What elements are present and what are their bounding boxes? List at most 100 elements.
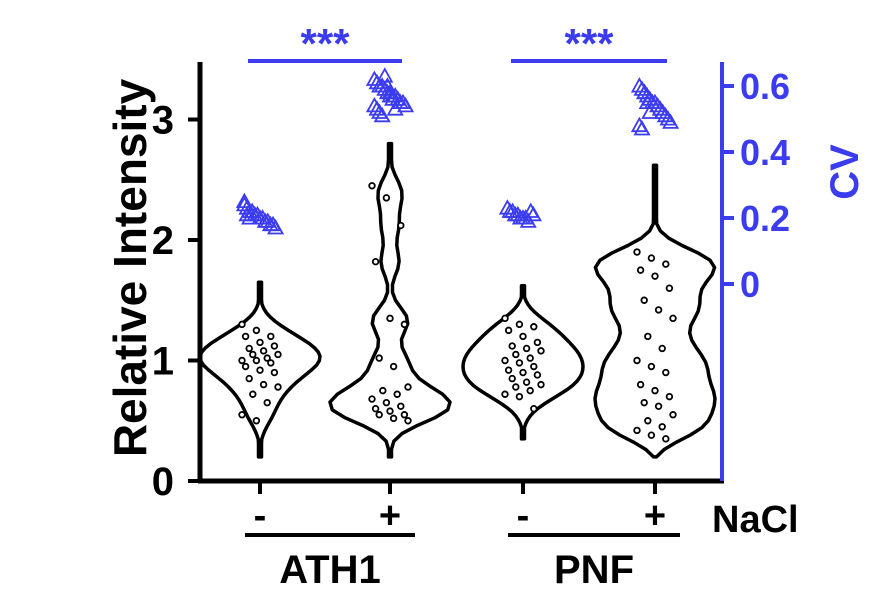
data-point (665, 284, 674, 292)
data-point (658, 423, 666, 431)
data-point (501, 356, 509, 365)
data-point (526, 386, 534, 395)
cv-point (662, 113, 680, 129)
data-point (252, 417, 261, 425)
cv-point (384, 90, 402, 106)
violins-layer (198, 141, 717, 459)
cv-point (376, 67, 394, 83)
data-point (371, 405, 380, 413)
data-point (537, 347, 545, 355)
data-point (241, 362, 250, 371)
data-point (530, 362, 538, 371)
cv-point (636, 83, 654, 100)
axes-layer (197, 62, 724, 484)
y2-tick-label: 0.2 (740, 198, 790, 239)
data-point (252, 326, 261, 335)
group-label: ATH1 (279, 548, 380, 591)
cv-point (386, 100, 404, 116)
cv-point (241, 209, 259, 225)
x-ticks-layer: - + - + (254, 481, 666, 537)
data-point (389, 414, 398, 423)
treatment-label: NaCl (712, 499, 799, 541)
cv-point (235, 192, 253, 208)
data-point (389, 362, 398, 371)
cv-point (524, 205, 542, 222)
data-point (270, 368, 279, 377)
data-point (508, 374, 516, 383)
data-point (256, 338, 264, 347)
data-point (252, 356, 261, 365)
data-point (397, 221, 405, 230)
y-tick-label: 2 (152, 219, 174, 263)
data-point (274, 350, 282, 359)
data-point (654, 402, 663, 410)
y2-ticks-layer: 0 0.2 0.4 0.6 (722, 66, 790, 305)
data-point (259, 380, 268, 389)
data-point (267, 359, 275, 367)
data-point (371, 257, 380, 266)
cv-point (633, 120, 651, 136)
data-point (267, 332, 275, 341)
data-point (397, 402, 405, 410)
data-point (375, 354, 383, 362)
data-point (633, 426, 641, 435)
data-point (651, 386, 659, 395)
significance-stars: *** (564, 20, 614, 67)
data-point (633, 356, 641, 365)
data-point (245, 374, 253, 383)
y-tick-label: 1 (152, 340, 174, 384)
data-point (644, 417, 652, 425)
significance-stars: *** (300, 20, 350, 67)
y2-axis-label: CV (823, 144, 867, 200)
data-point (501, 390, 509, 398)
significance-layer: *** *** (248, 20, 667, 67)
violin-outline (198, 280, 322, 459)
data-point (669, 314, 677, 323)
data-point (386, 407, 394, 415)
data-point (241, 332, 250, 341)
cv-point (638, 93, 656, 109)
data-point (263, 354, 271, 362)
data-point (393, 390, 401, 398)
data-point (382, 194, 391, 202)
data-point (259, 347, 268, 355)
cv-point (641, 103, 659, 119)
data-point (658, 344, 666, 353)
data-point (647, 431, 656, 439)
y-ticks-layer: 0 1 2 3 (152, 99, 200, 504)
data-point (662, 368, 670, 377)
data-point (263, 398, 271, 407)
data-point (238, 320, 246, 329)
data-point (508, 342, 516, 350)
data-point (504, 366, 513, 374)
data-point (515, 320, 524, 329)
y-tick-label: 0 (152, 460, 174, 504)
data-point (400, 320, 409, 329)
y-axis-label: Relative Intensity (104, 78, 156, 457)
y2-tick-label: 0.6 (740, 66, 790, 107)
data-point (662, 435, 670, 443)
data-point (238, 411, 246, 419)
data-point (512, 350, 520, 359)
data-point (669, 411, 677, 419)
data-point (636, 266, 645, 274)
data-point (530, 405, 538, 413)
violin-outline (461, 284, 585, 441)
group-labels-layer: ATH1 PNF (245, 533, 680, 591)
data-point (647, 254, 656, 262)
data-point (245, 344, 253, 353)
data-point (522, 344, 531, 353)
cv-points-layer (235, 67, 680, 235)
data-point (238, 356, 246, 365)
data-point (654, 306, 663, 314)
data-point (274, 383, 282, 391)
data-point (640, 296, 648, 304)
data-point (404, 417, 412, 425)
data-point (633, 248, 641, 256)
data-point (368, 182, 376, 190)
group-label: PNF (554, 548, 634, 591)
data-point (404, 383, 412, 391)
data-point (530, 323, 538, 331)
violin-outline (328, 141, 452, 459)
